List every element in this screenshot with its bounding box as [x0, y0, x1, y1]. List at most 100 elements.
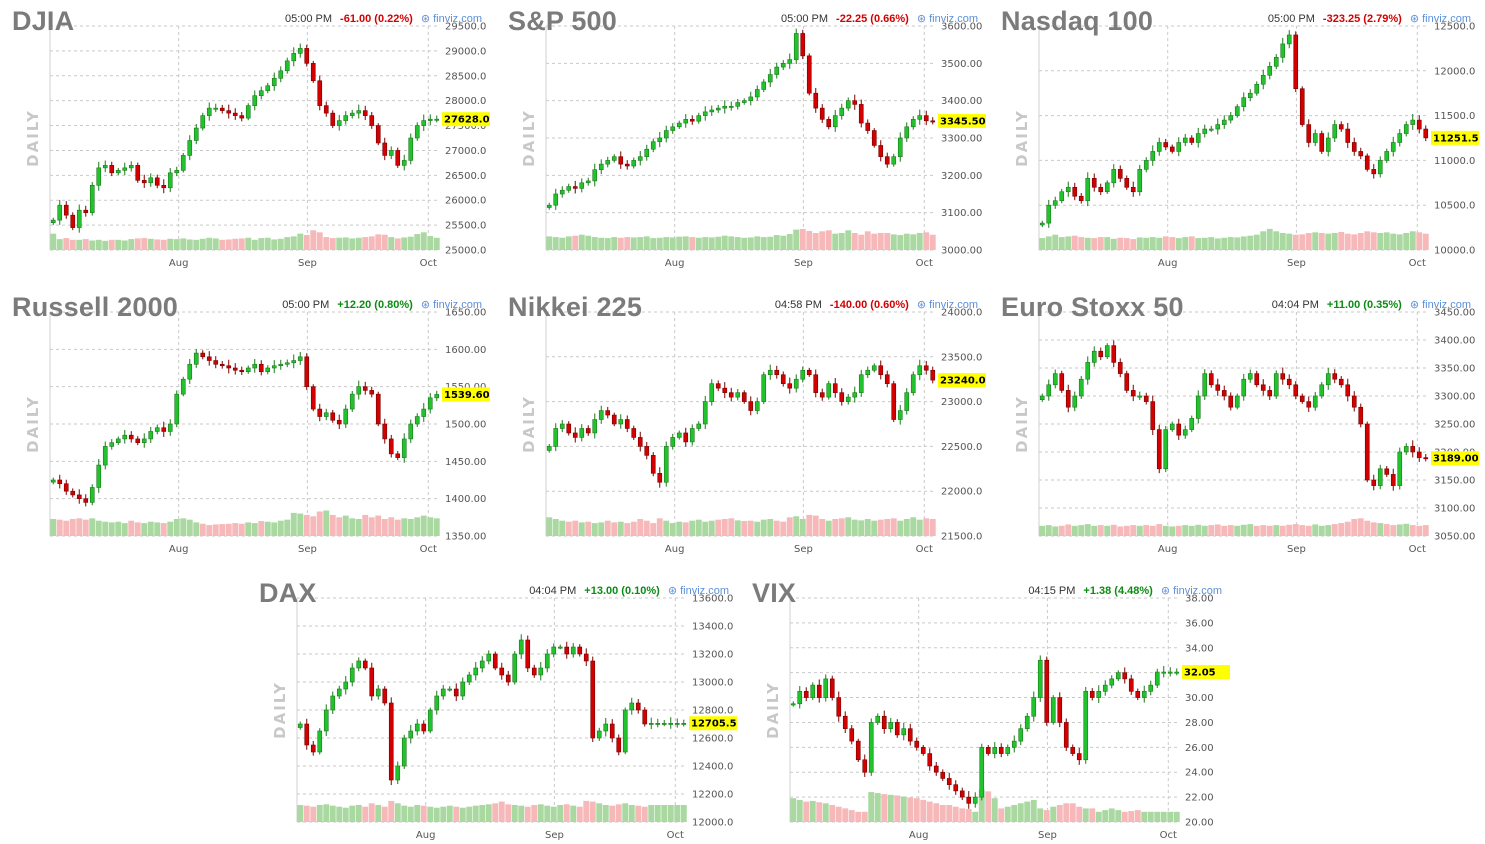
- volume-bar: [929, 234, 936, 250]
- volume-bar: [121, 240, 128, 250]
- chart-panel[interactable]: DAILY 3450.00 3400.00 3350.00 3300.00 3250.00…: [1001, 292, 1481, 555]
- volume-bar: [1076, 806, 1083, 822]
- volume-bar: [1024, 801, 1031, 822]
- candle-body: [564, 646, 570, 655]
- chart-panel[interactable]: DAILY 12500.0 12000.0 11500.0 11000.0 10500.0…: [1001, 6, 1481, 269]
- finviz-link[interactable]: ⊛ finviz.com: [1161, 585, 1222, 597]
- finviz-link[interactable]: ⊛ finviz.com: [917, 13, 978, 25]
- volume-bar: [440, 806, 447, 822]
- candle-body: [167, 423, 173, 432]
- finviz-link[interactable]: ⊛ finviz.com: [668, 585, 729, 597]
- chart-panel[interactable]: DAILY 24000.0 23500.0 23000.0 22500.0 22000.0…: [508, 292, 988, 555]
- volume-bar: [622, 803, 629, 822]
- volume-bar: [754, 521, 761, 536]
- candle-body: [998, 747, 1004, 754]
- candle-body: [826, 383, 832, 398]
- volume-bar: [1273, 525, 1280, 536]
- candle-body: [663, 446, 669, 483]
- volume-bar: [160, 239, 167, 250]
- volume-bar: [284, 237, 291, 250]
- volume-bar: [773, 520, 780, 536]
- volume-bar: [433, 518, 440, 536]
- chart-panel[interactable]: DAILY38.0036.0034.0032.0030.0028.0026.00…: [752, 578, 1232, 841]
- candle-body: [797, 691, 803, 705]
- volume-bar: [420, 805, 427, 822]
- volume-bar: [238, 523, 245, 536]
- candle-body: [748, 96, 754, 101]
- candle-body: [819, 392, 825, 398]
- finviz-link[interactable]: ⊛ finviz.com: [421, 13, 482, 25]
- volume-bar: [565, 236, 572, 250]
- chart-change: +12.20 (0.80%): [337, 299, 413, 311]
- finviz-link[interactable]: ⊛ finviz.com: [1410, 13, 1471, 25]
- candle-body: [1377, 160, 1383, 175]
- y-tick-label: 29500.0: [445, 22, 486, 33]
- chart-panel[interactable]: DAILY 29500.0 29000.0 28500.0 28000.0 27500.0…: [12, 6, 492, 269]
- candle-body: [408, 423, 414, 440]
- y-tick-label: 3300.00: [1434, 392, 1475, 403]
- finviz-label: finviz.com: [1173, 585, 1222, 597]
- candle-body: [1109, 678, 1115, 686]
- candle-body: [635, 702, 641, 711]
- candle-body: [434, 695, 440, 711]
- candle-body: [70, 490, 76, 496]
- chart-panel[interactable]: DAILY 13600.0 13400.0 13200.0 13000.0 12800.0…: [259, 578, 739, 841]
- volume-bar: [1201, 525, 1208, 536]
- volume-bar: [466, 806, 473, 822]
- volume-bar: [715, 236, 722, 250]
- volume-bar: [598, 237, 605, 250]
- volume-bar: [881, 794, 888, 822]
- finviz-logo-icon: ⊛: [1409, 299, 1423, 311]
- candle-body: [1267, 66, 1273, 76]
- candle-body: [239, 369, 245, 373]
- finviz-link[interactable]: ⊛ finviz.com: [1410, 299, 1471, 311]
- volume-bar: [505, 804, 512, 822]
- volume-bar: [1318, 525, 1325, 536]
- y-tick-label: 10500.0: [1434, 201, 1475, 212]
- volume-bar: [773, 235, 780, 250]
- volume-bar: [933, 803, 940, 822]
- volume-bar: [708, 237, 715, 250]
- volume-bar: [903, 519, 910, 536]
- candle-body: [696, 115, 702, 122]
- volume-bar: [1318, 233, 1325, 250]
- volume-bar: [199, 523, 206, 536]
- volume-bar: [1045, 525, 1052, 536]
- candle-body: [1130, 390, 1136, 397]
- candle-body: [440, 688, 446, 697]
- volume-bar: [173, 239, 180, 250]
- finviz-link[interactable]: ⊛ finviz.com: [917, 299, 978, 311]
- last-price-marker: [938, 373, 986, 388]
- candle-body: [1078, 378, 1084, 397]
- volume-bar: [492, 803, 499, 822]
- x-tick-label: Sep: [1287, 544, 1306, 555]
- candle-body: [871, 130, 877, 146]
- chart-panel[interactable]: DAILY1650.001600.001550.001500.001450.00…: [12, 292, 492, 555]
- volume-bar: [407, 519, 414, 536]
- candle-body: [102, 446, 108, 466]
- candle-body: [336, 120, 342, 126]
- volume-bar: [583, 800, 590, 822]
- volume-bar: [82, 239, 89, 250]
- candle-body: [258, 90, 264, 96]
- volume-bar: [897, 235, 904, 250]
- volume-bar: [1331, 524, 1338, 536]
- candle-body: [816, 684, 822, 698]
- chart-time: 04:04 PM: [1271, 299, 1319, 311]
- candle-body: [89, 184, 95, 213]
- candle-body: [566, 423, 572, 434]
- candle-body: [1221, 390, 1227, 397]
- volume-bar: [225, 523, 232, 536]
- finviz-link[interactable]: ⊛ finviz.com: [421, 299, 482, 311]
- volume-bar: [1396, 524, 1403, 536]
- volume-bar: [900, 796, 907, 822]
- candle-body: [349, 667, 355, 683]
- chart-svg: DAILY 13600.0 13400.0 13200.0 13000.0 12800.0…: [271, 594, 737, 841]
- volume-bar: [407, 236, 414, 250]
- candle-body: [193, 127, 199, 141]
- chart-panel[interactable]: DAILY 3600.00 3500.00 3400.00 3300.00 3200.00…: [508, 6, 988, 269]
- candle-body: [200, 115, 206, 129]
- candle-body: [115, 438, 121, 443]
- candle-body: [897, 137, 903, 157]
- candle-body: [63, 483, 69, 492]
